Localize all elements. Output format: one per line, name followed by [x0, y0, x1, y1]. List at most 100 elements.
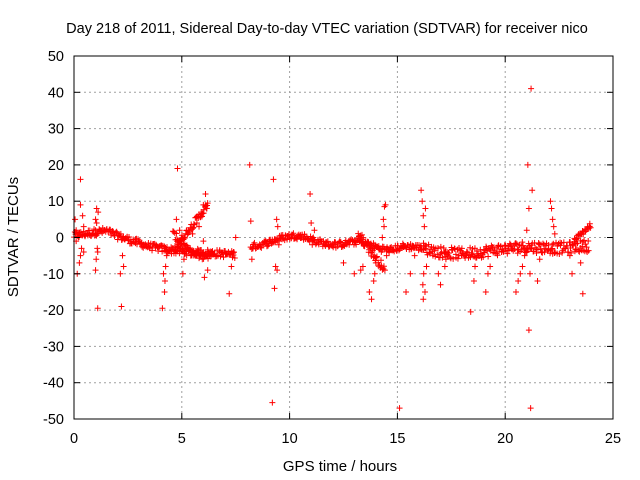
- data-point: [340, 259, 347, 266]
- data-point: [386, 249, 393, 256]
- y-tick-label: -30: [43, 339, 64, 355]
- data-point: [368, 296, 375, 303]
- data-point: [274, 267, 281, 274]
- data-point: [248, 256, 255, 263]
- data-point: [81, 232, 88, 239]
- data-point: [381, 267, 388, 274]
- data-point: [336, 238, 343, 245]
- data-point: [248, 245, 255, 252]
- data-point: [523, 249, 530, 256]
- data-point: [568, 249, 575, 256]
- data-point: [204, 267, 211, 274]
- data-point: [94, 249, 101, 256]
- data-point: [310, 234, 317, 241]
- data-point: [435, 270, 442, 277]
- data-point: [519, 239, 526, 246]
- data-point: [446, 254, 453, 261]
- data-point: [203, 205, 210, 212]
- data-point: [274, 223, 281, 230]
- data-point: [536, 256, 543, 263]
- data-point: [517, 270, 524, 277]
- data-point: [294, 235, 301, 242]
- data-point: [541, 241, 548, 248]
- data-point: [161, 245, 168, 252]
- data-point: [93, 256, 100, 263]
- data-point: [379, 234, 386, 241]
- x-tick-label: 20: [497, 431, 513, 447]
- data-point: [161, 278, 168, 285]
- data-point: [442, 256, 449, 263]
- data-point: [271, 285, 278, 292]
- data-point: [437, 250, 444, 257]
- data-point: [579, 290, 586, 297]
- data-point: [181, 235, 188, 242]
- data-point: [95, 209, 102, 216]
- data-point: [176, 227, 183, 234]
- data-point: [126, 233, 133, 240]
- data-point: [377, 257, 384, 264]
- data-point: [370, 278, 377, 285]
- data-point: [547, 198, 554, 205]
- data-point: [159, 305, 166, 312]
- data-point: [512, 288, 519, 295]
- data-point: [249, 245, 256, 252]
- data-point: [109, 228, 116, 235]
- data-point: [587, 224, 594, 231]
- data-point: [360, 234, 367, 241]
- data-point: [189, 225, 196, 232]
- data-point: [468, 250, 475, 257]
- y-tick-label: -10: [43, 267, 64, 283]
- data-point: [586, 223, 593, 230]
- data-point: [246, 161, 253, 168]
- data-point: [290, 230, 297, 237]
- data-point: [525, 327, 532, 334]
- data-point: [550, 223, 557, 230]
- data-point: [577, 259, 584, 266]
- y-tick-label: 40: [48, 85, 64, 101]
- data-point: [77, 201, 84, 208]
- data-point: [573, 235, 580, 242]
- data-point: [480, 253, 487, 260]
- data-point: [198, 213, 205, 220]
- data-point: [161, 288, 168, 295]
- data-point: [179, 270, 186, 277]
- data-point: [306, 238, 313, 245]
- data-point: [279, 236, 286, 243]
- y-axis-label: SDTVAR / TECUs: [5, 177, 22, 297]
- data-point: [526, 270, 533, 277]
- x-tick-label: 5: [178, 431, 186, 447]
- data-point: [426, 249, 433, 256]
- data-point: [92, 216, 99, 223]
- data-point: [419, 281, 426, 288]
- data-point: [373, 253, 380, 260]
- data-point: [395, 247, 402, 254]
- y-tick-label: -40: [43, 376, 64, 392]
- data-point: [549, 216, 556, 223]
- data-point: [582, 241, 589, 248]
- data-point: [515, 278, 522, 285]
- data-point: [72, 216, 79, 223]
- data-point: [92, 227, 99, 234]
- data-point: [485, 253, 492, 260]
- data-point: [579, 243, 586, 250]
- data-point: [201, 274, 208, 281]
- data-point: [381, 223, 388, 230]
- data-point: [202, 190, 209, 197]
- data-point: [309, 241, 316, 248]
- data-point: [585, 247, 592, 254]
- data-point: [226, 290, 233, 297]
- data-point: [441, 263, 448, 270]
- data-point: [189, 230, 196, 237]
- data-point: [76, 259, 83, 266]
- data-point: [566, 252, 573, 259]
- data-point: [380, 263, 387, 270]
- data-point: [490, 244, 497, 251]
- data-point: [470, 278, 477, 285]
- data-point: [564, 242, 571, 249]
- data-point: [199, 256, 206, 263]
- data-point: [363, 241, 370, 248]
- data-point: [524, 161, 531, 168]
- data-point: [204, 200, 211, 207]
- data-point: [408, 246, 415, 253]
- data-point: [463, 248, 470, 255]
